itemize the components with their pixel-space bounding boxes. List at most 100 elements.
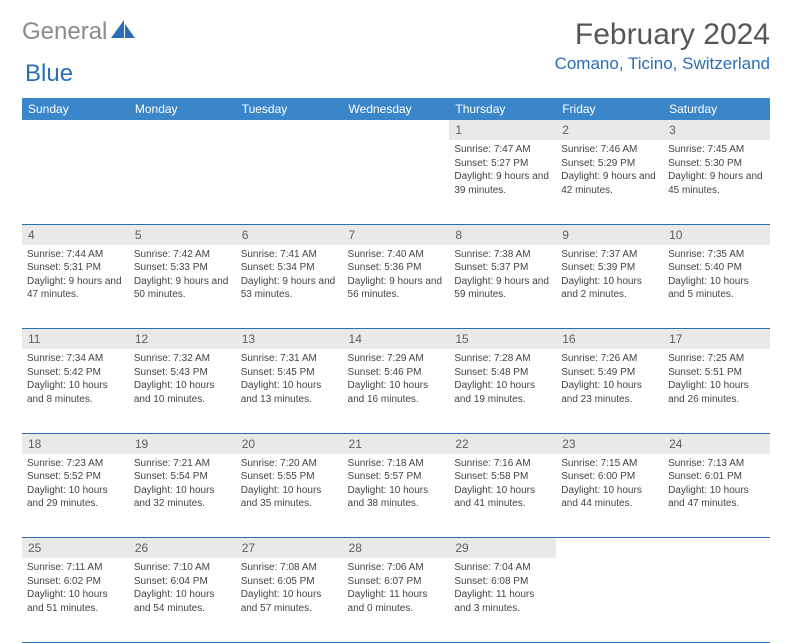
day-details-cell: Sunrise: 7:25 AMSunset: 5:51 PMDaylight:… — [663, 349, 770, 433]
daylight-text: Daylight: 10 hours and 54 minutes. — [134, 588, 231, 615]
sunrise-text: Sunrise: 7:21 AM — [134, 457, 231, 471]
sunset-text: Sunset: 5:46 PM — [348, 366, 445, 380]
brand-logo: General — [22, 18, 137, 46]
day-number-cell: 7 — [343, 224, 450, 245]
sunrise-text: Sunrise: 7:47 AM — [454, 143, 551, 157]
sunset-text: Sunset: 5:30 PM — [668, 157, 765, 171]
day-details-cell — [663, 558, 770, 642]
brand-text-general: General — [22, 18, 107, 46]
day-number-cell: 15 — [449, 329, 556, 350]
sunset-text: Sunset: 5:33 PM — [134, 261, 231, 275]
day-number-cell: 20 — [236, 433, 343, 454]
day-details-row: Sunrise: 7:34 AMSunset: 5:42 PMDaylight:… — [22, 349, 770, 433]
sunrise-text: Sunrise: 7:29 AM — [348, 352, 445, 366]
daylight-text: Daylight: 10 hours and 32 minutes. — [134, 484, 231, 511]
day-number-row: 45678910 — [22, 224, 770, 245]
sunrise-text: Sunrise: 7:40 AM — [348, 248, 445, 262]
day-details-cell: Sunrise: 7:38 AMSunset: 5:37 PMDaylight:… — [449, 245, 556, 329]
daylight-text: Daylight: 9 hours and 39 minutes. — [454, 170, 551, 197]
sunset-text: Sunset: 6:05 PM — [241, 575, 338, 589]
daylight-text: Daylight: 9 hours and 45 minutes. — [668, 170, 765, 197]
daylight-text: Daylight: 9 hours and 56 minutes. — [348, 275, 445, 302]
sunset-text: Sunset: 6:01 PM — [668, 470, 765, 484]
day-number-cell: 25 — [22, 538, 129, 559]
day-number-cell: 29 — [449, 538, 556, 559]
day-details-cell: Sunrise: 7:42 AMSunset: 5:33 PMDaylight:… — [129, 245, 236, 329]
day-details-cell: Sunrise: 7:13 AMSunset: 6:01 PMDaylight:… — [663, 454, 770, 538]
sunrise-text: Sunrise: 7:45 AM — [668, 143, 765, 157]
day-number-cell: 5 — [129, 224, 236, 245]
day-number-cell: 18 — [22, 433, 129, 454]
day-details-cell: Sunrise: 7:08 AMSunset: 6:05 PMDaylight:… — [236, 558, 343, 642]
sail-icon — [111, 20, 137, 45]
day-number-cell: 2 — [556, 120, 663, 140]
day-number-cell: 16 — [556, 329, 663, 350]
daylight-text: Daylight: 9 hours and 42 minutes. — [561, 170, 658, 197]
day-number-cell: 26 — [129, 538, 236, 559]
day-details-cell — [343, 140, 450, 224]
day-number-cell — [236, 120, 343, 140]
sunrise-text: Sunrise: 7:26 AM — [561, 352, 658, 366]
day-number-cell — [556, 538, 663, 559]
daylight-text: Daylight: 10 hours and 47 minutes. — [668, 484, 765, 511]
sunset-text: Sunset: 5:34 PM — [241, 261, 338, 275]
day-details-cell: Sunrise: 7:28 AMSunset: 5:48 PMDaylight:… — [449, 349, 556, 433]
sunset-text: Sunset: 5:51 PM — [668, 366, 765, 380]
day-details-row: Sunrise: 7:11 AMSunset: 6:02 PMDaylight:… — [22, 558, 770, 642]
sunrise-text: Sunrise: 7:28 AM — [454, 352, 551, 366]
day-number-row: 11121314151617 — [22, 329, 770, 350]
weekday-monday: Monday — [129, 98, 236, 120]
daylight-text: Daylight: 10 hours and 13 minutes. — [241, 379, 338, 406]
daylight-text: Daylight: 10 hours and 8 minutes. — [27, 379, 124, 406]
weekday-thursday: Thursday — [449, 98, 556, 120]
day-details-cell: Sunrise: 7:11 AMSunset: 6:02 PMDaylight:… — [22, 558, 129, 642]
day-details-cell — [236, 140, 343, 224]
day-details-cell: Sunrise: 7:37 AMSunset: 5:39 PMDaylight:… — [556, 245, 663, 329]
day-details-cell: Sunrise: 7:21 AMSunset: 5:54 PMDaylight:… — [129, 454, 236, 538]
day-details-cell — [129, 140, 236, 224]
day-details-cell: Sunrise: 7:44 AMSunset: 5:31 PMDaylight:… — [22, 245, 129, 329]
day-number-row: 2526272829 — [22, 538, 770, 559]
sunset-text: Sunset: 5:48 PM — [454, 366, 551, 380]
weekday-sunday: Sunday — [22, 98, 129, 120]
day-details-cell: Sunrise: 7:26 AMSunset: 5:49 PMDaylight:… — [556, 349, 663, 433]
day-number-cell: 17 — [663, 329, 770, 350]
day-number-cell — [343, 120, 450, 140]
day-details-row: Sunrise: 7:44 AMSunset: 5:31 PMDaylight:… — [22, 245, 770, 329]
daylight-text: Daylight: 10 hours and 2 minutes. — [561, 275, 658, 302]
day-details-cell: Sunrise: 7:29 AMSunset: 5:46 PMDaylight:… — [343, 349, 450, 433]
weekday-wednesday: Wednesday — [343, 98, 450, 120]
daylight-text: Daylight: 11 hours and 0 minutes. — [348, 588, 445, 615]
day-number-cell — [663, 538, 770, 559]
sunset-text: Sunset: 6:08 PM — [454, 575, 551, 589]
day-details-cell: Sunrise: 7:46 AMSunset: 5:29 PMDaylight:… — [556, 140, 663, 224]
sunrise-text: Sunrise: 7:08 AM — [241, 561, 338, 575]
day-number-cell: 14 — [343, 329, 450, 350]
sunrise-text: Sunrise: 7:35 AM — [668, 248, 765, 262]
brand-text-blue: Blue — [25, 60, 73, 87]
day-details-cell: Sunrise: 7:32 AMSunset: 5:43 PMDaylight:… — [129, 349, 236, 433]
daylight-text: Daylight: 9 hours and 47 minutes. — [27, 275, 124, 302]
day-number-row: 18192021222324 — [22, 433, 770, 454]
daylight-text: Daylight: 9 hours and 53 minutes. — [241, 275, 338, 302]
daylight-text: Daylight: 9 hours and 50 minutes. — [134, 275, 231, 302]
sunset-text: Sunset: 5:29 PM — [561, 157, 658, 171]
sunrise-text: Sunrise: 7:42 AM — [134, 248, 231, 262]
weekday-friday: Friday — [556, 98, 663, 120]
sunrise-text: Sunrise: 7:44 AM — [27, 248, 124, 262]
day-number-cell: 27 — [236, 538, 343, 559]
daylight-text: Daylight: 9 hours and 59 minutes. — [454, 275, 551, 302]
day-number-cell: 6 — [236, 224, 343, 245]
daylight-text: Daylight: 10 hours and 23 minutes. — [561, 379, 658, 406]
day-details-cell: Sunrise: 7:41 AMSunset: 5:34 PMDaylight:… — [236, 245, 343, 329]
day-details-cell: Sunrise: 7:31 AMSunset: 5:45 PMDaylight:… — [236, 349, 343, 433]
sunset-text: Sunset: 5:31 PM — [27, 261, 124, 275]
day-details-cell: Sunrise: 7:18 AMSunset: 5:57 PMDaylight:… — [343, 454, 450, 538]
sunset-text: Sunset: 5:39 PM — [561, 261, 658, 275]
daylight-text: Daylight: 10 hours and 57 minutes. — [241, 588, 338, 615]
sunrise-text: Sunrise: 7:20 AM — [241, 457, 338, 471]
sunset-text: Sunset: 5:57 PM — [348, 470, 445, 484]
day-details-cell: Sunrise: 7:16 AMSunset: 5:58 PMDaylight:… — [449, 454, 556, 538]
day-details-cell: Sunrise: 7:40 AMSunset: 5:36 PMDaylight:… — [343, 245, 450, 329]
day-number-cell: 10 — [663, 224, 770, 245]
